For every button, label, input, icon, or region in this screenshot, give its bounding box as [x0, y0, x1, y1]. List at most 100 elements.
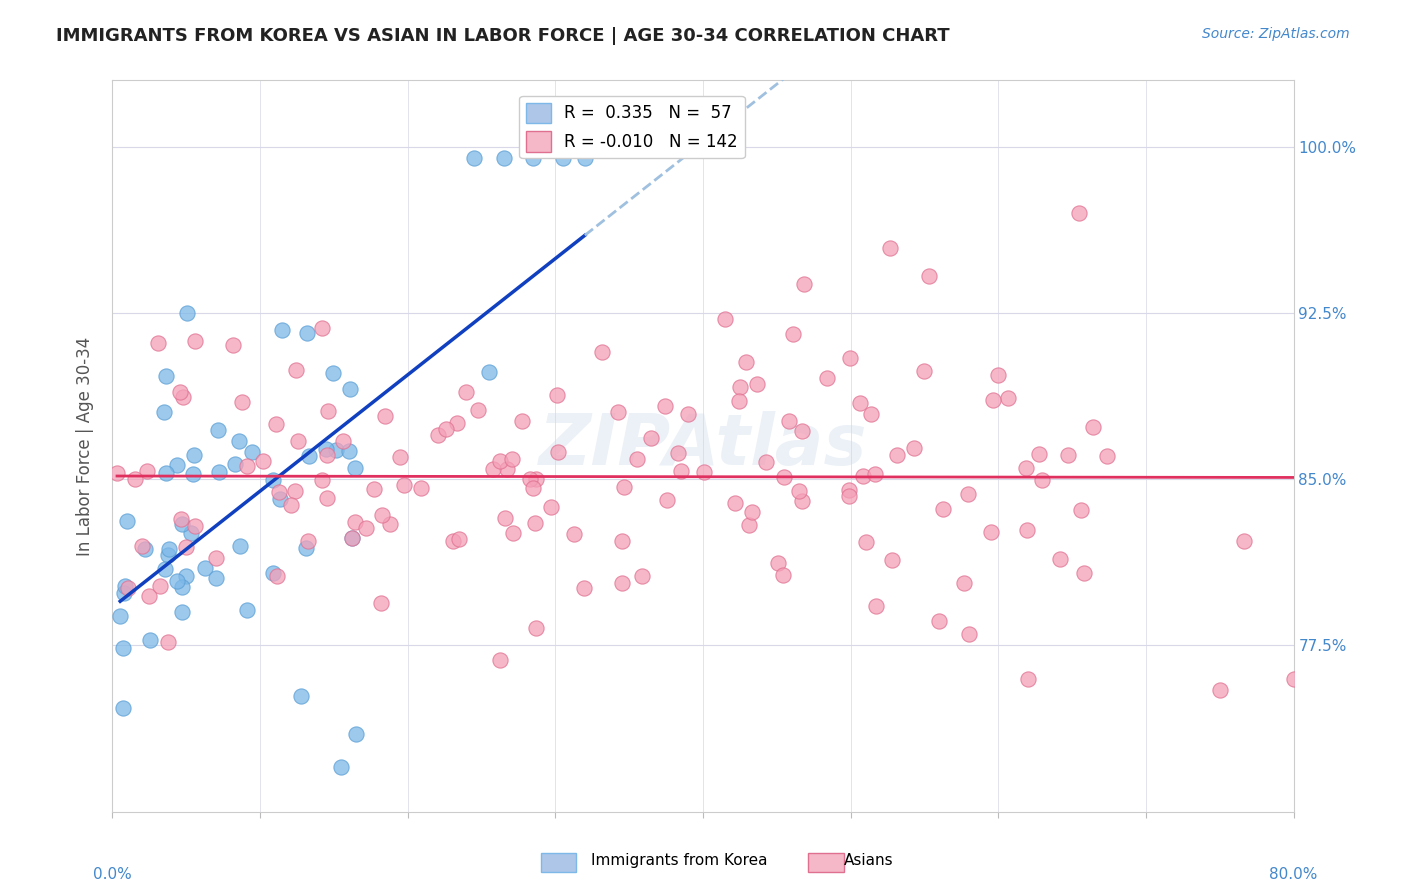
Asians [849, 396, 872, 410]
Immigrants from Korea [183, 448, 205, 462]
Asians [755, 455, 778, 469]
Asians [838, 489, 860, 503]
Asians [540, 500, 562, 515]
Asians [236, 459, 259, 474]
Asians [124, 472, 146, 486]
Immigrants from Korea [157, 548, 180, 562]
Asians [666, 446, 689, 460]
Asians [730, 380, 752, 394]
Immigrants from Korea [224, 457, 246, 471]
Asians [1282, 672, 1305, 686]
Asians [488, 653, 510, 667]
Asians [343, 515, 366, 529]
Asians [655, 493, 678, 508]
Asians [481, 462, 503, 476]
Asians [280, 498, 302, 512]
Text: Asians: Asians [844, 854, 893, 868]
Legend: R =  0.335   N =  57, R = -0.010   N = 142: R = 0.335 N = 57, R = -0.010 N = 142 [519, 96, 745, 158]
Asians [356, 521, 378, 535]
Asians [315, 448, 337, 462]
Asians [607, 405, 630, 419]
Immigrants from Korea [315, 442, 337, 456]
Asians [1057, 449, 1080, 463]
Asians [426, 428, 449, 442]
Text: IMMIGRANTS FROM KOREA VS ASIAN IN LABOR FORCE | AGE 30-34 CORRELATION CHART: IMMIGRANTS FROM KOREA VS ASIAN IN LABOR … [56, 27, 950, 45]
Asians [1208, 682, 1232, 697]
Asians [148, 335, 170, 350]
Asians [613, 480, 636, 494]
Asians [979, 524, 1001, 539]
Asians [488, 454, 510, 468]
Immigrants from Korea [172, 580, 194, 594]
Immigrants from Korea [325, 442, 347, 457]
Asians [183, 518, 205, 533]
Immigrants from Korea [262, 566, 284, 580]
Asians [138, 589, 160, 603]
Asians [316, 491, 339, 506]
Asians [839, 351, 862, 365]
Asians [311, 473, 333, 487]
Asians [1015, 461, 1038, 475]
Asians [886, 448, 908, 462]
Immigrants from Korea [344, 727, 367, 741]
Asians [269, 484, 291, 499]
Immigrants from Korea [342, 531, 364, 545]
Immigrants from Korea [574, 151, 596, 165]
Immigrants from Korea [344, 461, 367, 475]
Asians [863, 467, 886, 482]
Immigrants from Korea [295, 541, 318, 556]
Asians [741, 505, 763, 519]
Asians [363, 482, 385, 496]
Asians [131, 539, 153, 553]
Asians [626, 451, 648, 466]
Immigrants from Korea [170, 516, 193, 531]
Immigrants from Korea [229, 540, 252, 554]
Immigrants from Korea [111, 700, 134, 714]
Immigrants from Korea [115, 514, 138, 528]
Asians [610, 575, 633, 590]
Asians [987, 368, 1010, 383]
Asians [865, 599, 887, 614]
Immigrants from Korea [176, 306, 198, 320]
Immigrants from Korea [207, 423, 229, 437]
Asians [1031, 473, 1053, 487]
Asians [170, 512, 193, 526]
Asians [852, 468, 875, 483]
Immigrants from Korea [242, 445, 264, 459]
Asians [547, 445, 569, 459]
Asians [724, 495, 747, 509]
Immigrants from Korea [262, 473, 284, 487]
Asians [778, 414, 800, 428]
Asians [1095, 449, 1118, 463]
Immigrants from Korea [112, 586, 135, 600]
Immigrants from Korea [337, 444, 360, 458]
Asians [789, 483, 811, 498]
Asians [918, 268, 941, 283]
Immigrants from Korea [492, 151, 515, 165]
Asians [957, 487, 980, 501]
Asians [928, 614, 950, 628]
Text: Immigrants from Korea: Immigrants from Korea [591, 854, 768, 868]
Asians [838, 483, 860, 497]
Asians [496, 462, 519, 476]
Asians [222, 337, 245, 351]
Asians [524, 621, 547, 635]
Asians [815, 370, 838, 384]
Immigrants from Korea [114, 579, 136, 593]
Immigrants from Korea [134, 541, 156, 556]
Asians [523, 516, 546, 530]
Asians [855, 535, 877, 549]
Asians [447, 533, 470, 547]
Immigrants from Korea [194, 560, 217, 574]
Asians [205, 551, 228, 566]
Asians [692, 465, 714, 479]
Asians [981, 392, 1004, 407]
Immigrants from Korea [176, 569, 198, 583]
Immigrants from Korea [339, 382, 361, 396]
Asians [494, 511, 516, 525]
Immigrants from Korea [181, 467, 204, 482]
Asians [264, 417, 287, 431]
Asians [318, 404, 340, 418]
Asians [284, 484, 307, 499]
Asians [1070, 503, 1092, 517]
